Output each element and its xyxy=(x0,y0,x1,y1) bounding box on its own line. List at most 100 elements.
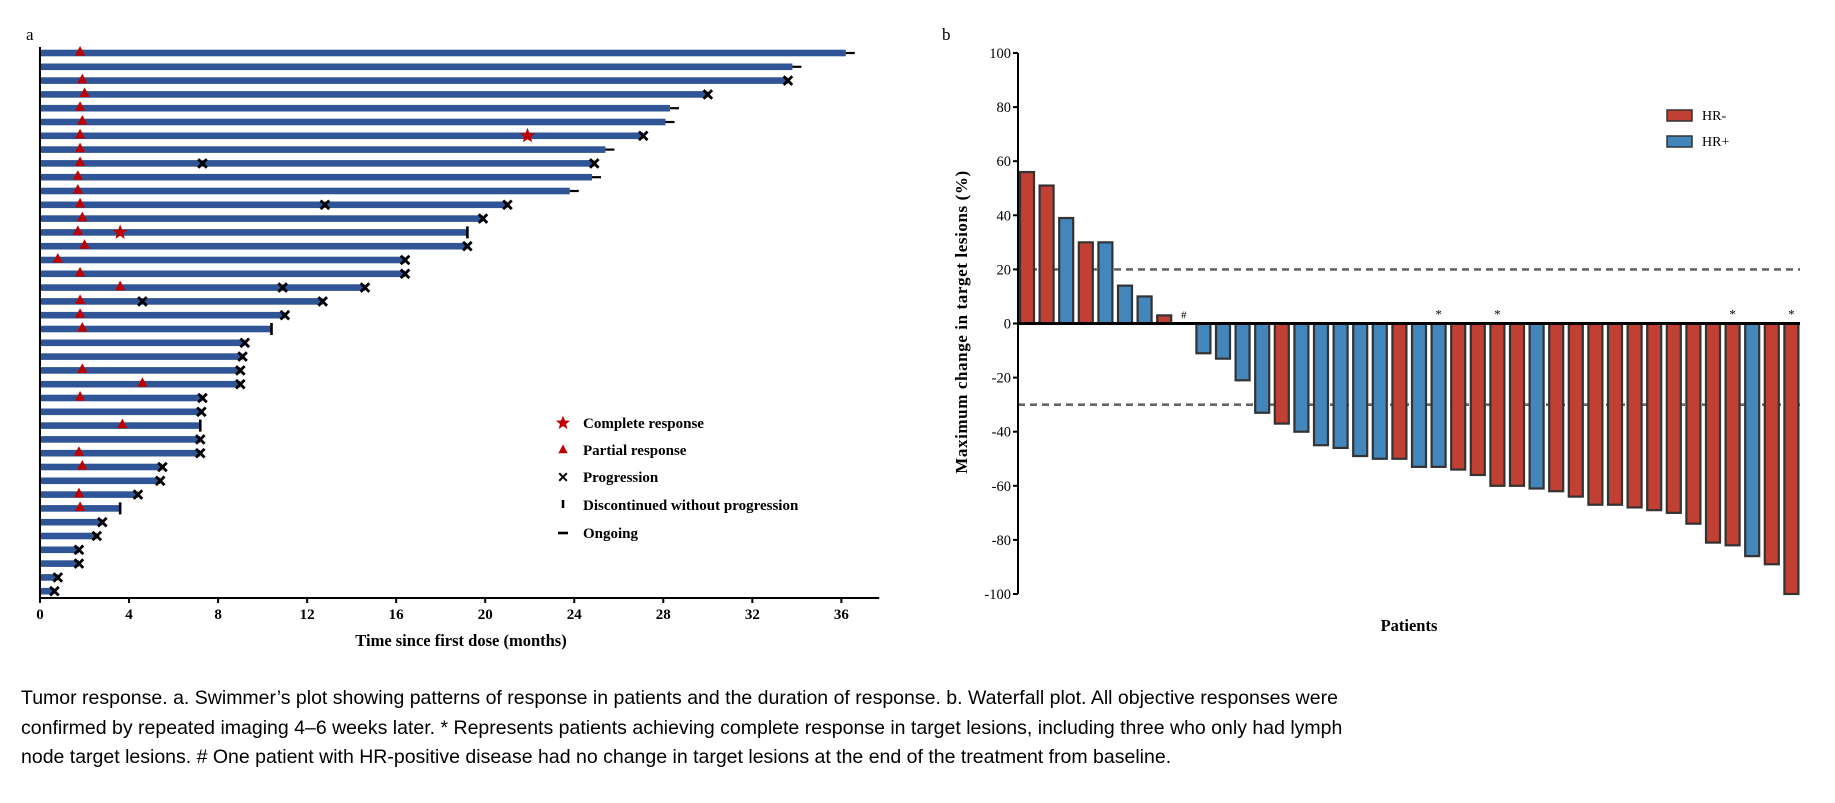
cross-stroke xyxy=(319,199,331,211)
swimmer-bar xyxy=(40,91,708,98)
swimmer-bar xyxy=(40,132,644,140)
cross-stroke xyxy=(462,240,473,252)
y-tick-label: 0 xyxy=(1004,317,1011,333)
legend-label: HR+ xyxy=(1702,135,1729,150)
progression-marker xyxy=(399,254,411,266)
swimmer-bar xyxy=(40,173,593,181)
waterfall-bar xyxy=(1783,322,1800,596)
partial-response-marker xyxy=(77,73,88,84)
cross-stroke xyxy=(317,296,328,307)
progression-marker xyxy=(194,447,206,459)
y-tick-label: 40 xyxy=(997,208,1012,224)
cross-stroke xyxy=(49,585,60,597)
cross-stroke xyxy=(154,475,166,487)
cross-stroke xyxy=(157,461,168,473)
legend-label: Partial response xyxy=(583,443,687,459)
swimmer-bar xyxy=(40,146,606,153)
partial-response-marker xyxy=(79,87,90,97)
y-tick-label: 20 xyxy=(997,262,1012,278)
x-axis-label: Time since first dose (months) xyxy=(355,631,566,650)
waterfall-bar xyxy=(1665,322,1682,514)
swimmer-bar xyxy=(40,187,570,195)
swimmer-bar xyxy=(40,201,508,209)
legend-label: Complete response xyxy=(583,416,704,432)
x-tick-label: 20 xyxy=(478,607,493,623)
waterfall-bar xyxy=(1724,322,1741,547)
complete-response-marker xyxy=(112,224,128,239)
partial-response-marker xyxy=(74,101,86,111)
swimmer-bar xyxy=(40,118,666,126)
bar-annotation: # xyxy=(1181,310,1187,322)
x-tick-label: 24 xyxy=(567,607,583,623)
x-tick-label: 8 xyxy=(214,607,222,623)
progression-marker xyxy=(237,351,248,362)
swimmer-bar xyxy=(40,463,163,471)
waterfall-bar xyxy=(1528,322,1545,490)
waterfall-bar xyxy=(1450,322,1467,471)
cross-stroke xyxy=(197,392,208,404)
waterfall-bar xyxy=(1469,322,1486,477)
progression-marker xyxy=(132,489,144,500)
swimmer-bar xyxy=(40,518,103,526)
y-tick-label: 100 xyxy=(989,46,1011,62)
bar-annotation: * xyxy=(1435,307,1442,322)
waterfall-bar xyxy=(1606,322,1624,506)
progression-marker xyxy=(91,530,103,542)
progression-marker xyxy=(197,158,208,169)
partial-response-marker xyxy=(77,363,88,373)
swimmer-bar xyxy=(40,587,55,595)
cross-stroke xyxy=(97,516,108,528)
cross-stroke xyxy=(235,365,246,376)
partial-response-marker xyxy=(74,266,86,277)
cross-stroke xyxy=(196,406,207,418)
caption-line: node target lesions. # One patient with … xyxy=(21,746,1172,768)
partial-response-marker xyxy=(74,156,86,166)
cross-stroke xyxy=(194,447,206,459)
swimmer-bar xyxy=(40,242,468,250)
legend-swatch xyxy=(1666,135,1693,148)
cross-stroke xyxy=(277,282,288,293)
swimmer-bar xyxy=(40,367,241,374)
progression-marker xyxy=(277,282,288,293)
swimmer-bar xyxy=(40,325,272,333)
waterfall-bar xyxy=(1097,241,1114,325)
progression-marker xyxy=(194,434,206,445)
waterfall-bar xyxy=(1567,322,1584,498)
cross-stroke xyxy=(73,544,85,556)
partial-response-marker xyxy=(74,142,86,153)
progression-marker xyxy=(702,89,714,100)
swimmer-bar xyxy=(40,477,161,485)
y-tick-label: 60 xyxy=(997,154,1012,170)
progression-marker xyxy=(235,365,246,376)
y-tick-label: -100 xyxy=(984,587,1011,603)
progression-marker xyxy=(137,296,148,307)
waterfall-bar xyxy=(1371,322,1388,460)
cross-stroke xyxy=(588,158,600,169)
partial-response-marker xyxy=(72,184,83,194)
swimmer-plot: a 0 4 8 12 16 20 24 28 32 36 Time since first dose … xyxy=(26,25,880,650)
partial-response-marker xyxy=(77,460,88,470)
swimmer-bar xyxy=(40,215,483,222)
progression-marker xyxy=(399,268,411,280)
progression-marker xyxy=(157,461,168,473)
x-tick-label: 32 xyxy=(745,607,760,623)
swimmer-bar xyxy=(40,546,79,554)
x-tick-label: 28 xyxy=(656,607,671,623)
y-axis-label: Maximum change in target lesions (%) xyxy=(952,170,971,474)
partial-response-marker xyxy=(74,501,86,511)
progression-marker xyxy=(477,213,489,224)
waterfall-bar xyxy=(1136,295,1153,325)
bar-annotation: * xyxy=(1729,307,1736,322)
swimmer-bar xyxy=(40,298,323,305)
partial-response-marker xyxy=(117,418,128,429)
cross-stroke xyxy=(137,296,148,307)
partial-response-marker xyxy=(74,294,86,304)
swimmer-bar xyxy=(40,229,468,236)
waterfall-bar xyxy=(1332,322,1349,450)
complete-response-marker xyxy=(519,127,536,143)
swimmer-bar xyxy=(40,77,788,84)
x-tick-label: 16 xyxy=(389,607,405,623)
partial-response-marker xyxy=(77,115,88,125)
swimmer-bar xyxy=(40,353,243,360)
